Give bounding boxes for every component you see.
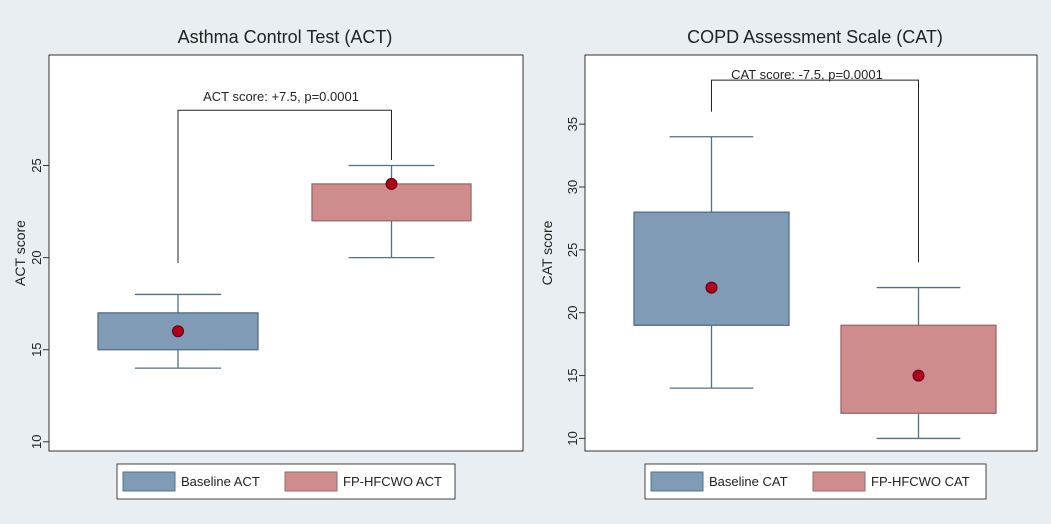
act-y-ticks: 10 15 20 25 (29, 158, 49, 449)
act-baseline-median-marker (172, 325, 184, 338)
cat-fp-hfcwo-box (840, 324, 997, 414)
cat-y-axis-label: CAT score (539, 220, 555, 285)
cat-y-tick-label: 20 (565, 305, 580, 319)
cat-legend-label-fp-hfcwo: FP-HFCWO CAT (871, 474, 970, 489)
act-legend: Baseline ACT FP-HFCWO ACT (116, 463, 456, 500)
act-y-tick-label: 15 (29, 342, 44, 356)
act-fp-hfcwo-median-marker (385, 177, 398, 190)
cat-box-marks (633, 136, 997, 440)
act-y-tick-label: 10 (29, 435, 44, 449)
act-legend-swatch-baseline (122, 471, 176, 492)
act-panel: Asthma Control Test (ACT) ACT score 10 15… (12, 27, 524, 500)
cat-legend-swatch-baseline (650, 471, 704, 492)
act-chart-title: Asthma Control Test (ACT) (178, 27, 393, 47)
cat-annotation-text: CAT score: -7.5, p=0.0001 (731, 67, 883, 82)
act-legend-label-baseline: Baseline ACT (181, 474, 260, 489)
cat-y-tick-label: 30 (565, 180, 580, 194)
cat-legend: Baseline CAT FP-HFCWO CAT (644, 463, 987, 500)
act-box-marks (97, 164, 472, 369)
cat-annotation: CAT score: -7.5, p=0.0001 (711, 67, 919, 263)
act-legend-swatch-fp-hfcwo (284, 471, 338, 492)
act-fp-hfcwo-box (311, 183, 472, 222)
act-y-tick-label: 20 (29, 250, 44, 264)
act-plot-area (48, 54, 524, 452)
cat-y-ticks: 10 15 20 25 30 35 (565, 117, 585, 446)
cat-annotation-bracket (711, 79, 919, 263)
act-annotation-bracket (177, 109, 392, 264)
cat-legend-swatch-fp-hfcwo (812, 471, 866, 492)
cat-y-tick-label: 35 (565, 117, 580, 131)
act-y-axis-label: ACT score (12, 220, 28, 286)
act-annotation: ACT score: +7.5, p=0.0001 (177, 89, 392, 264)
act-legend-label-fp-hfcwo: FP-HFCWO ACT (343, 474, 442, 489)
cat-baseline-box (633, 211, 790, 326)
cat-y-tick-label: 25 (565, 243, 580, 257)
cat-baseline-median-marker (705, 281, 718, 294)
cat-legend-label-baseline: Baseline CAT (709, 474, 788, 489)
cat-y-tick-label: 15 (565, 368, 580, 382)
act-y-tick-label: 25 (29, 158, 44, 172)
cat-panel: COPD Assessment Scale (CAT) CAT score 10… (539, 27, 1038, 500)
act-annotation-text: ACT score: +7.5, p=0.0001 (203, 89, 359, 104)
cat-y-tick-label: 10 (565, 431, 580, 445)
cat-fp-hfcwo-median-marker (912, 369, 925, 382)
cat-chart-title: COPD Assessment Scale (CAT) (687, 27, 943, 47)
